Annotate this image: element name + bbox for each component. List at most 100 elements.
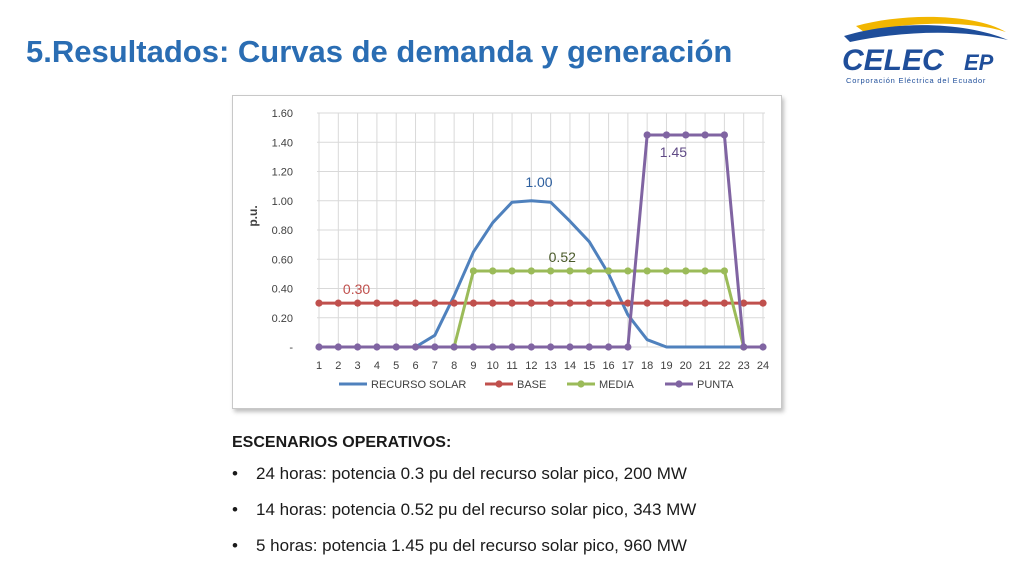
data-point [431,299,439,307]
x-tick-label: 4 [374,360,380,372]
data-point [566,343,574,351]
x-tick-label: 5 [393,360,399,372]
data-point [392,299,400,307]
y-axis-label: p.u. [246,205,260,226]
data-point [720,299,728,307]
x-tick-label: 7 [432,360,438,372]
bullet-icon: • [232,536,238,555]
data-point [740,299,748,307]
data-point [604,267,613,275]
logo-swoosh-icon: CELEC EP Corporación Eléctrica del Ecuad… [842,16,1008,85]
data-point [547,267,555,275]
page-title: 5.Resultados: Curvas de demanda y genera… [26,34,733,69]
x-tick-label: 16 [602,360,614,372]
y-tick-label: 1.40 [272,137,293,149]
data-point [411,343,420,351]
x-tick-label: 24 [757,360,769,372]
data-point [643,267,651,275]
data-point [489,299,497,307]
chart-panel: -0.20 0.40 0.60 0.80 1.00 1.20 1.40 1.60 1 2 3 4 5 6 7… [232,95,782,409]
data-point [334,343,342,351]
scenario-text: 5 horas: potencia 1.45 pu del recurso so… [256,536,687,555]
data-point [566,299,574,307]
logo-tagline: Corporación Eléctrica del Ecuador [846,76,986,85]
demand-generation-chart: -0.200.400.600.801.001.201.401.601 2 3 4 5 6 7… [246,108,769,391]
data-point [759,343,767,351]
scenario-text: 14 horas: potencia 0.52 pu del recurso s… [256,500,697,519]
data-point [759,299,767,307]
data-point [411,299,420,307]
series-line [319,133,763,349]
legend-label: PUNTA [697,379,734,391]
data-point [585,299,593,307]
x-tick-label: 13 [545,360,557,372]
data-point [720,267,728,275]
series-line [452,269,746,348]
data-point [643,131,651,139]
data-point [682,131,690,139]
data-point [450,299,458,307]
x-tick-label: 21 [699,360,711,372]
data-point [489,343,497,351]
data-point [373,343,381,351]
x-tick-label: 19 [660,360,672,372]
data-point [315,343,323,351]
data-point [662,299,671,307]
x-tick-label: 17 [622,360,634,372]
data-point [643,299,651,307]
data-point [392,343,400,351]
x-tick-label: 6 [412,360,418,372]
y-tick-label: 1.60 [272,108,293,120]
scenario-text: 24 horas: potencia 0.3 pu del recurso so… [256,464,687,483]
y-tick-label: 0.80 [272,225,293,237]
data-point [701,267,709,275]
logo-suffix: EP [964,50,994,75]
data-point [547,299,555,307]
data-point [527,343,535,351]
y-tick-label: 0.20 [272,313,293,325]
bullet-icon: • [232,500,238,519]
series-base [315,299,767,307]
scenarios-heading: ESCENARIOS OPERATIVOS: [232,434,452,451]
data-point [662,267,671,275]
data-point [354,299,362,307]
x-tick-label: 18 [641,360,653,372]
data-point [662,131,671,139]
data-point [373,299,381,307]
list-item: • 5 horas: potencia 1.45 pu del recurso s… [232,534,696,570]
x-tick-label: 2 [335,360,341,372]
data-point [547,343,555,351]
data-point [740,343,748,351]
data-label: 0.30 [343,281,370,297]
celec-logo: CELEC EP Corporación Eléctrica del Ecuad… [836,10,1016,90]
x-tick-label: 10 [487,360,499,372]
x-tick-label: 3 [355,360,361,372]
data-point [701,299,709,307]
y-tick-label: 0.40 [272,284,293,296]
data-point [469,343,478,351]
series-punta [315,131,767,351]
x-tick-label: 22 [718,360,730,372]
bullet-icon: • [232,464,238,483]
data-point [701,131,709,139]
data-label: 0.52 [549,249,576,265]
data-point [450,343,458,351]
data-label: 1.00 [525,174,552,190]
x-tick-label: 20 [680,360,692,372]
data-point [585,267,593,275]
legend-marker [577,380,585,388]
data-point [566,267,574,275]
data-point [624,343,632,351]
legend-marker [495,380,503,388]
y-tick-label: 1.20 [272,167,293,179]
data-point [508,299,516,307]
legend-label: RECURSO SOLAR [371,379,466,391]
logo-brand: CELEC [842,44,945,77]
x-tick-label: 23 [738,360,750,372]
legend-marker [675,380,683,388]
data-point [508,267,516,275]
list-item: • 14 horas: potencia 0.52 pu del recurso … [232,498,696,534]
data-point [624,267,632,275]
data-point [489,267,497,275]
data-point [354,343,362,351]
